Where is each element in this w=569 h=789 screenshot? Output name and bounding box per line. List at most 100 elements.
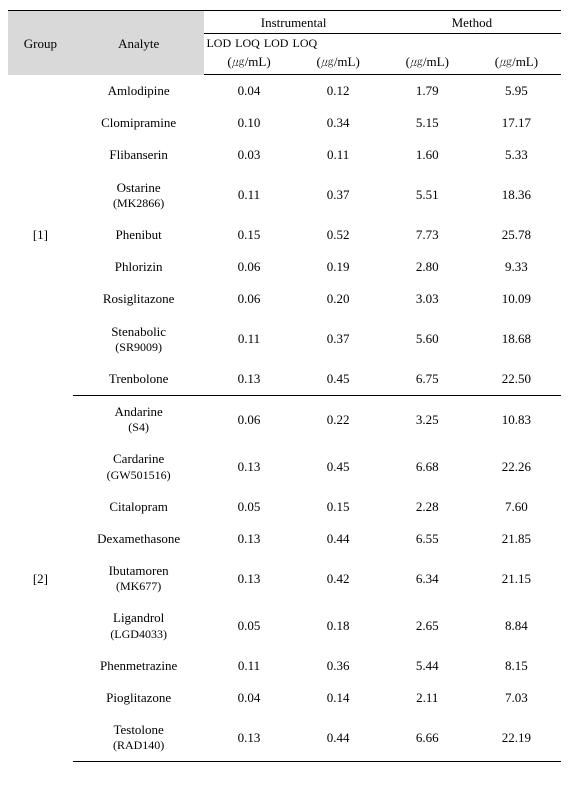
col-analyte: Analyte: [73, 11, 205, 75]
table-row: Clomipramine0.100.345.1517.17: [8, 107, 561, 139]
mloq-cell: 8.15: [472, 650, 561, 682]
mloq-cell: 17.17: [472, 107, 561, 139]
ilod-cell: 0.06: [204, 283, 293, 315]
table-row: Rosiglitazone0.060.203.0310.09: [8, 283, 561, 315]
analyte-sub: (LGD4033): [75, 627, 203, 642]
iloq-cell: 0.45: [294, 443, 383, 490]
analyte-cell: Clomipramine: [73, 107, 205, 139]
table-row: Citalopram0.050.152.287.60: [8, 491, 561, 523]
mlod-cell: 2.65: [383, 602, 472, 649]
col-ilod: LOD: [204, 34, 233, 51]
ilod-cell: 0.13: [204, 443, 293, 490]
mloq-cell: 7.60: [472, 491, 561, 523]
table-row: Trenbolone0.130.456.7522.50: [8, 363, 561, 396]
iloq-cell: 0.44: [294, 714, 383, 762]
analyte-sub: (MK2866): [75, 196, 203, 211]
ilod-cell: 0.06: [204, 396, 293, 444]
analyte-cell: Citalopram: [73, 491, 205, 523]
mloq-cell: 18.36: [472, 172, 561, 219]
ilod-cell: 0.06: [204, 251, 293, 283]
mlod-cell: 5.60: [383, 316, 472, 363]
analyte-sub: (MK677): [75, 579, 203, 594]
iloq-cell: 0.37: [294, 316, 383, 363]
mlod-cell: 5.15: [383, 107, 472, 139]
mloq-cell: 25.78: [472, 219, 561, 251]
table-row: Ostarine(MK2866)0.110.375.5118.36: [8, 172, 561, 219]
ilod-cell: 0.05: [204, 602, 293, 649]
mlod-cell: 1.79: [383, 75, 472, 108]
ilod-cell: 0.13: [204, 555, 293, 602]
table-row: Stenabolic(SR9009)0.110.375.6018.68: [8, 316, 561, 363]
analyte-cell: Testolone(RAD140): [73, 714, 205, 762]
ilod-cell: 0.10: [204, 107, 293, 139]
iloq-cell: 0.19: [294, 251, 383, 283]
table-header: Group Analyte Instrumental Method LOD LO…: [8, 11, 561, 75]
analyte-cell: Andarine(S4): [73, 396, 205, 444]
mloq-cell: 7.03: [472, 682, 561, 714]
table-row: [2]Andarine(S4)0.060.223.2510.83: [8, 396, 561, 444]
unit-mlod: (㎍/mL): [383, 51, 472, 75]
mlod-cell: 2.28: [383, 491, 472, 523]
lod-loq-table: Group Analyte Instrumental Method LOD LO…: [8, 10, 561, 762]
mloq-cell: 9.33: [472, 251, 561, 283]
iloq-cell: 0.36: [294, 650, 383, 682]
analyte-cell: Stenabolic(SR9009): [73, 316, 205, 363]
iloq-cell: 0.45: [294, 363, 383, 396]
mlod-cell: 6.68: [383, 443, 472, 490]
analyte-cell: Ligandrol(LGD4033): [73, 602, 205, 649]
mloq-cell: 8.84: [472, 602, 561, 649]
iloq-cell: 0.20: [294, 283, 383, 315]
ilod-cell: 0.11: [204, 316, 293, 363]
unit-ilod: (㎍/mL): [204, 51, 293, 75]
mloq-cell: 18.68: [472, 316, 561, 363]
group-cell: [2]: [8, 396, 73, 762]
mloq-cell: 5.95: [472, 75, 561, 108]
analyte-sub: (RAD140): [75, 738, 203, 753]
mlod-cell: 2.11: [383, 682, 472, 714]
col-group: Group: [8, 11, 73, 75]
table-row: Phenmetrazine0.110.365.448.15: [8, 650, 561, 682]
table-row: Pioglitazone0.040.142.117.03: [8, 682, 561, 714]
analyte-cell: Amlodipine: [73, 75, 205, 108]
iloq-cell: 0.12: [294, 75, 383, 108]
unit-mloq: (㎍/mL): [472, 51, 561, 75]
ilod-cell: 0.15: [204, 219, 293, 251]
ilod-cell: 0.05: [204, 491, 293, 523]
mlod-cell: 3.25: [383, 396, 472, 444]
col-mloq: LOQ: [290, 34, 319, 51]
mloq-cell: 22.26: [472, 443, 561, 490]
table-body: [1]Amlodipine0.040.121.795.95Clomipramin…: [8, 75, 561, 762]
col-span-method: Method: [383, 11, 561, 34]
analyte-cell: Ibutamoren(MK677): [73, 555, 205, 602]
ilod-cell: 0.03: [204, 139, 293, 171]
mlod-cell: 2.80: [383, 251, 472, 283]
mloq-cell: 22.50: [472, 363, 561, 396]
mloq-cell: 10.83: [472, 396, 561, 444]
ilod-cell: 0.11: [204, 650, 293, 682]
table-row: [1]Amlodipine0.040.121.795.95: [8, 75, 561, 108]
iloq-cell: 0.14: [294, 682, 383, 714]
mlod-cell: 5.51: [383, 172, 472, 219]
table-row: Phlorizin0.060.192.809.33: [8, 251, 561, 283]
analyte-cell: Phenmetrazine: [73, 650, 205, 682]
iloq-cell: 0.42: [294, 555, 383, 602]
analyte-cell: Cardarine(GW501516): [73, 443, 205, 490]
table-row: Ligandrol(LGD4033)0.050.182.658.84: [8, 602, 561, 649]
analyte-sub: (GW501516): [75, 468, 203, 483]
table-row: Testolone(RAD140)0.130.446.6622.19: [8, 714, 561, 762]
ilod-cell: 0.13: [204, 363, 293, 396]
mloq-cell: 10.09: [472, 283, 561, 315]
ilod-cell: 0.04: [204, 75, 293, 108]
table-row: Dexamethasone0.130.446.5521.85: [8, 523, 561, 555]
ilod-cell: 0.13: [204, 714, 293, 762]
iloq-cell: 0.44: [294, 523, 383, 555]
analyte-cell: Dexamethasone: [73, 523, 205, 555]
analyte-cell: Rosiglitazone: [73, 283, 205, 315]
col-mlod: LOD: [262, 34, 291, 51]
mlod-cell: 1.60: [383, 139, 472, 171]
unit-iloq: (㎍/mL): [294, 51, 383, 75]
iloq-cell: 0.37: [294, 172, 383, 219]
analyte-sub: (S4): [75, 420, 203, 435]
iloq-cell: 0.34: [294, 107, 383, 139]
col-span-instrumental: Instrumental: [204, 11, 382, 34]
